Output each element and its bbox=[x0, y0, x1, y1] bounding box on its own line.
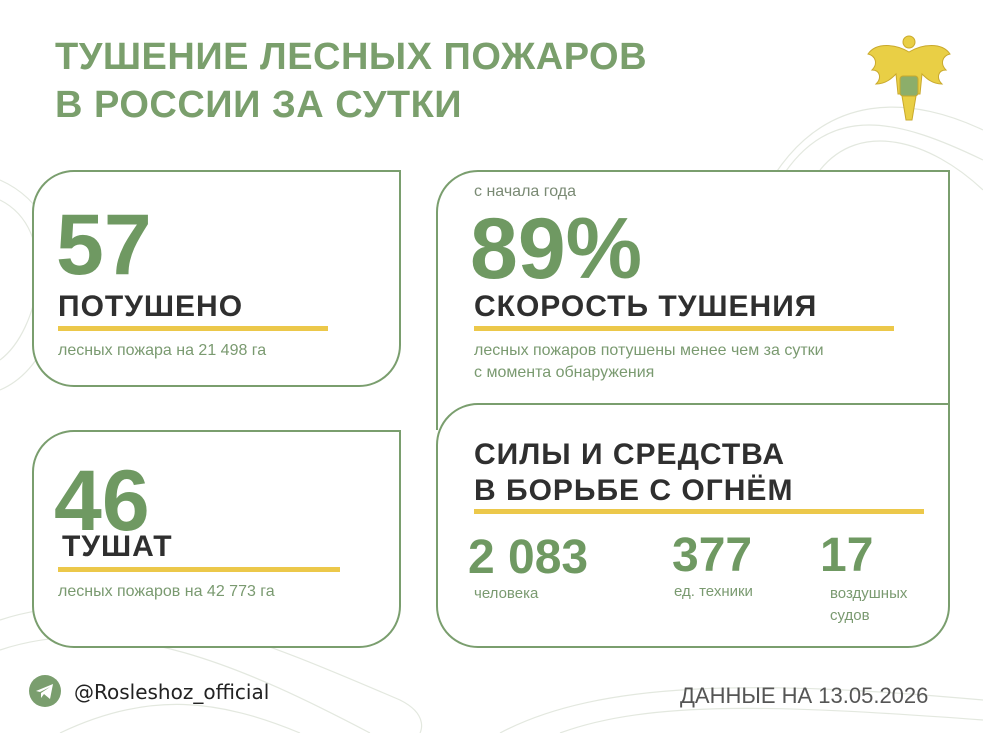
stat-note: ед. техники bbox=[674, 583, 753, 600]
emblem bbox=[867, 35, 951, 121]
underline bbox=[474, 509, 924, 514]
card-label: ТУШАТ bbox=[62, 530, 173, 563]
card-note: с момента обнаружения bbox=[474, 364, 655, 381]
card-label: СКОРОСТЬ ТУШЕНИЯ bbox=[474, 290, 818, 323]
card-note: лесных пожара на 21 498 га bbox=[58, 342, 267, 359]
stat-note: воздушных bbox=[830, 585, 908, 602]
card-heading: В БОРЬБЕ С ОГНЁМ bbox=[474, 474, 794, 507]
card-number: 89% bbox=[470, 201, 643, 297]
title-line: ТУШЕНИЕ ЛЕСНЫХ ПОЖАРОВ bbox=[55, 36, 648, 78]
underline bbox=[58, 326, 328, 331]
card-note: лесных пожаров на 42 773 га bbox=[58, 583, 275, 600]
telegram-icon bbox=[29, 675, 61, 707]
card-number: 46 bbox=[54, 453, 150, 549]
card bbox=[32, 430, 401, 648]
stat-note: судов bbox=[830, 607, 870, 624]
card bbox=[436, 170, 950, 430]
card-pre: с начала года bbox=[474, 183, 577, 200]
stat-note: человека bbox=[474, 585, 539, 602]
underline bbox=[474, 326, 894, 331]
underline bbox=[58, 567, 340, 572]
stat-number: 377 bbox=[672, 529, 753, 582]
card-number: 57 bbox=[56, 197, 152, 293]
card-label: ПОТУШЕНО bbox=[58, 290, 244, 323]
stat-number: 2 083 bbox=[468, 531, 589, 584]
card-note: лесных пожаров потушены менее чем за сут… bbox=[474, 342, 824, 359]
card bbox=[32, 170, 401, 387]
stat-number: 17 bbox=[820, 529, 874, 582]
date-note: ДАННЫЕ НА 13.05.2026 bbox=[680, 683, 929, 708]
card-heading: СИЛЫ И СРЕДСТВА bbox=[474, 438, 786, 471]
card bbox=[436, 403, 950, 648]
social-handle[interactable]: @Rosleshoz_official bbox=[74, 680, 270, 704]
title-line: В РОССИИ ЗА СУТКИ bbox=[55, 84, 463, 126]
